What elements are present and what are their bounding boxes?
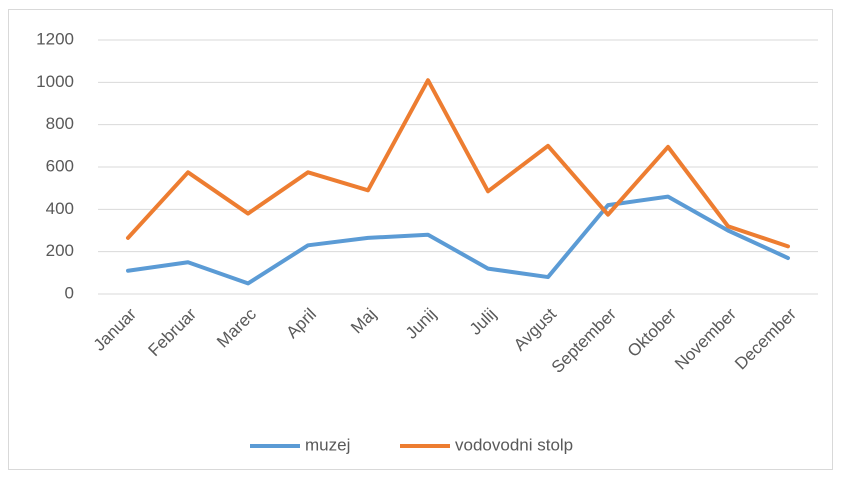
- x-tick-label: Oktober: [624, 304, 680, 360]
- x-tick-label: September: [548, 304, 620, 376]
- legend-label: vodovodni stolp: [455, 435, 573, 454]
- x-tick-label: Junij: [402, 305, 440, 343]
- y-tick-label: 1000: [36, 72, 74, 91]
- y-tick-label: 600: [46, 156, 74, 175]
- x-tick-label: Julij: [466, 305, 500, 339]
- x-tick-label: Avgust: [510, 304, 560, 354]
- x-tick-label: Februar: [144, 304, 200, 360]
- x-tick-label: April: [283, 305, 320, 342]
- y-tick-label: 0: [65, 283, 74, 302]
- x-tick-label: Marec: [213, 304, 260, 351]
- legend-label: muzej: [305, 435, 350, 454]
- x-tick-label: Januar: [90, 304, 140, 354]
- x-tick-label: Maj: [347, 305, 380, 338]
- y-tick-label: 200: [46, 241, 74, 260]
- y-tick-label: 400: [46, 199, 74, 218]
- line-series: [126, 78, 790, 249]
- chart-frame: [8, 9, 833, 470]
- y-tick-label: 1200: [36, 29, 74, 48]
- x-tick-label: December: [731, 304, 800, 373]
- y-tick-label: 800: [46, 114, 74, 133]
- x-tick-label: November: [671, 304, 740, 373]
- line-series: [126, 194, 790, 286]
